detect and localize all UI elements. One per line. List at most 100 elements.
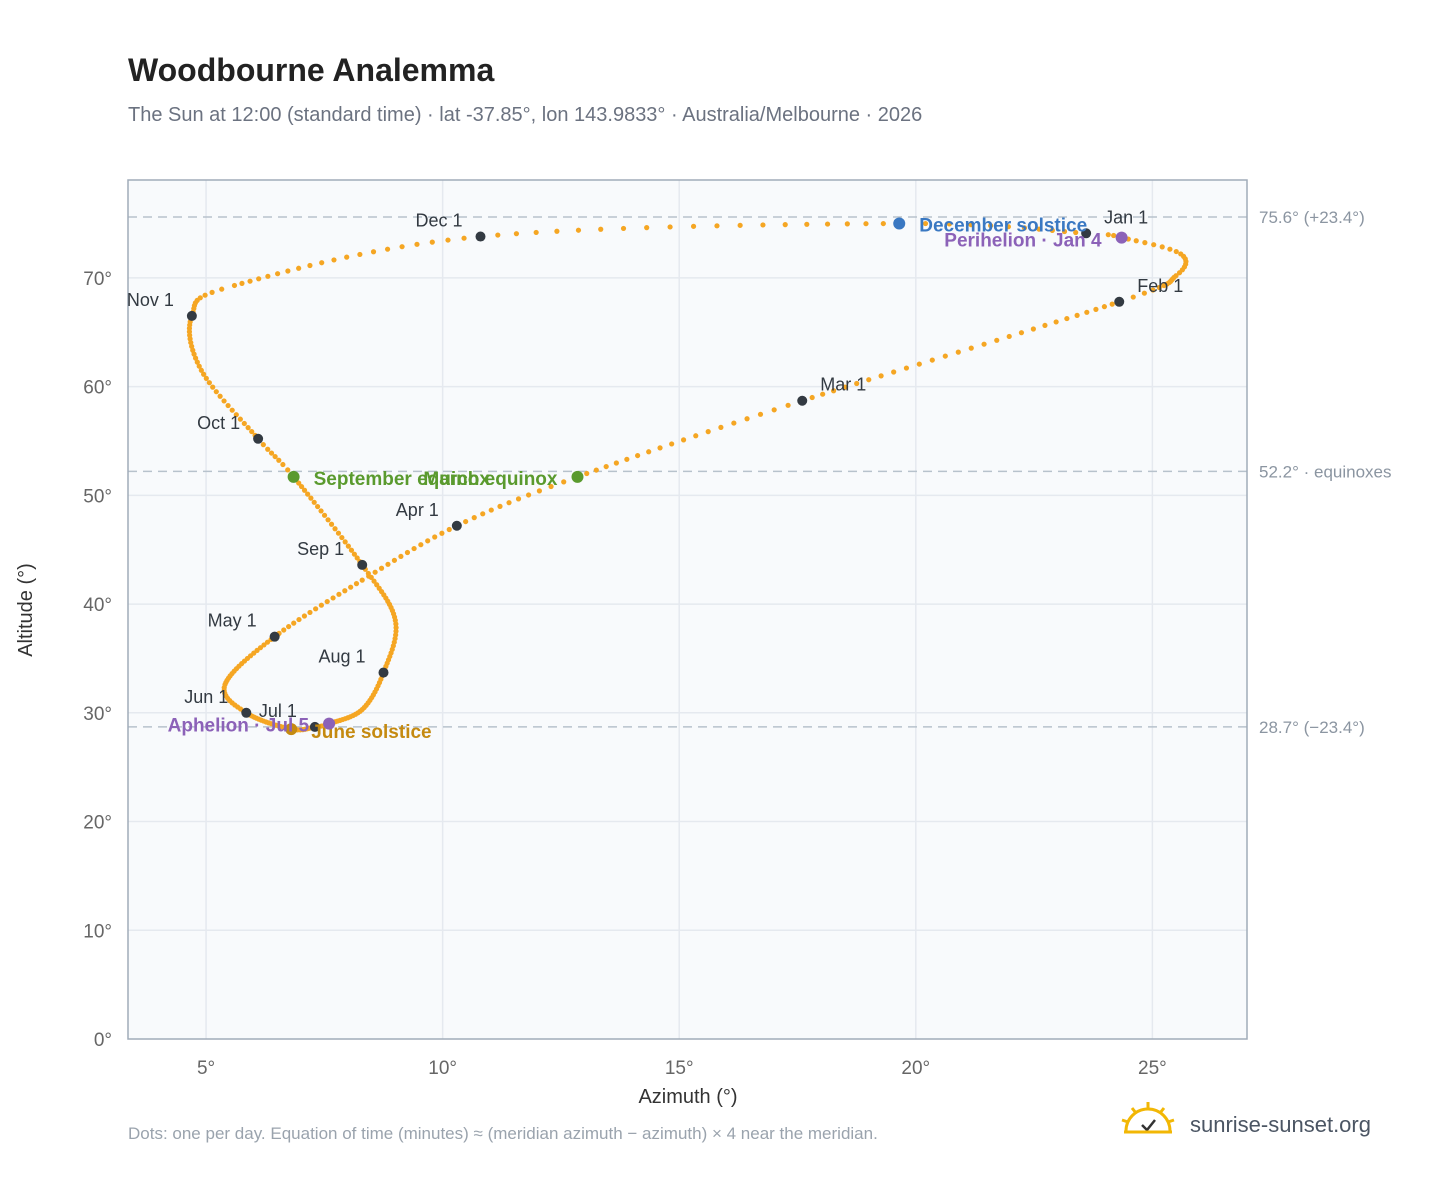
- month-label: Oct 1: [197, 413, 240, 433]
- daily-sun-dot: [281, 627, 287, 633]
- month-label: May 1: [208, 611, 257, 631]
- daily-sun-dot: [891, 369, 897, 375]
- daily-sun-dot: [353, 581, 360, 587]
- event-marker: [285, 723, 298, 736]
- daily-sun-dot: [371, 578, 377, 584]
- daily-sun-dot: [624, 456, 630, 462]
- daily-sun-dot: [561, 479, 567, 485]
- chart-subtitle: The Sun at 12:00 (standard time) · lat -…: [128, 104, 923, 126]
- daily-sun-dot: [903, 365, 910, 371]
- x-tick-label: 20°: [901, 1058, 930, 1079]
- x-tick-label: 5°: [197, 1058, 215, 1079]
- daily-sun-dot: [1130, 294, 1136, 300]
- event-marker: [287, 470, 300, 483]
- y-tick-label: 40°: [83, 595, 112, 616]
- daily-sun-dot: [311, 499, 317, 505]
- daily-sun-dot: [237, 416, 243, 422]
- daily-sun-dot: [480, 511, 486, 517]
- daily-sun-dot: [536, 488, 543, 494]
- daily-sun-dot: [265, 273, 271, 279]
- daily-sun-dot: [241, 420, 247, 427]
- daily-sun-dot: [737, 222, 743, 228]
- daily-sun-dot: [203, 375, 209, 381]
- daily-sun-dot: [209, 289, 215, 295]
- event-label: September equinox: [314, 469, 491, 490]
- daily-sun-dot: [785, 402, 791, 408]
- footnote: Dots: one per day. Equation of time (min…: [128, 1124, 878, 1143]
- daily-sun-dot: [824, 221, 831, 227]
- daily-sun-dot: [760, 222, 766, 228]
- daily-sun-dot: [196, 363, 202, 369]
- daily-sun-dot: [445, 237, 451, 243]
- daily-sun-dot: [714, 223, 720, 229]
- daily-sun-dot: [1111, 232, 1117, 239]
- daily-sun-dot: [357, 251, 363, 258]
- daily-sun-dot: [378, 565, 385, 571]
- daily-sun-dot: [319, 260, 325, 266]
- daily-sun-dot: [495, 232, 501, 238]
- daily-sun-dot: [1036, 226, 1042, 232]
- event-marker: [893, 217, 906, 230]
- daily-sun-dot: [308, 495, 314, 501]
- x-tick-label: 25°: [1138, 1058, 1167, 1079]
- month-label: Jul 1: [259, 701, 297, 721]
- daily-sun-dot: [1167, 246, 1173, 252]
- daily-sun-dot: [1073, 229, 1079, 236]
- daily-sun-dot: [820, 391, 826, 397]
- y-tick-label: 30°: [83, 704, 112, 725]
- month-label: Jan 1: [1104, 207, 1148, 227]
- month-marker: [1114, 296, 1125, 307]
- daily-sun-dot: [1151, 242, 1157, 248]
- daily-sun-dot: [488, 507, 494, 513]
- x-tick-label: 10°: [428, 1058, 457, 1079]
- daily-sun-dot: [305, 491, 311, 497]
- daily-sun-dot: [1018, 330, 1025, 336]
- y-tick-label: 10°: [83, 921, 112, 942]
- month-label: Aug 1: [318, 647, 365, 667]
- daily-sun-dot: [225, 402, 231, 409]
- daily-sun-dot: [321, 512, 328, 518]
- month-label: Dec 1: [415, 211, 462, 231]
- daily-sun-dot: [331, 257, 337, 263]
- daily-sun-dot: [318, 602, 324, 608]
- daily-sun-dot: [513, 231, 520, 237]
- daily-sun-dot: [221, 398, 227, 404]
- event-marker: [1115, 231, 1128, 244]
- daily-sun-dot: [471, 515, 477, 521]
- daily-sun-dot: [981, 341, 987, 347]
- daily-sun-dot: [866, 377, 872, 383]
- month-label: Nov 1: [127, 290, 174, 310]
- daily-sun-dot: [554, 228, 560, 234]
- event-label: December solstice: [919, 215, 1087, 236]
- daily-sun-dot: [324, 598, 330, 605]
- plot-background: [128, 180, 1247, 1039]
- daily-sun-dot: [1101, 304, 1108, 310]
- daily-sun-dot: [374, 582, 380, 588]
- brand[interactable]: sunrise-sunset.org: [1120, 1100, 1400, 1150]
- daily-sun-dot: [988, 222, 994, 229]
- daily-sun-dot: [286, 623, 292, 630]
- daily-sun-dot: [342, 588, 348, 594]
- daily-sun-dot: [1005, 224, 1011, 230]
- daily-sun-dot: [548, 483, 554, 490]
- daily-sun-dot: [296, 616, 302, 623]
- daily-sun-dot: [301, 487, 308, 493]
- daily-sun-dot: [994, 337, 1000, 343]
- daily-sun-dot: [1006, 333, 1012, 340]
- daily-sun-dot: [339, 534, 345, 541]
- month-marker: [253, 433, 264, 444]
- daily-sun-dot: [261, 642, 267, 648]
- daily-sun-dot: [916, 361, 922, 367]
- event-label: March equinox: [423, 469, 558, 490]
- daily-sun-dot: [705, 429, 711, 435]
- daily-sun-dot: [1173, 248, 1179, 255]
- daily-sun-dot: [526, 492, 532, 498]
- daily-sun-dot: [307, 262, 313, 269]
- reference-line-label: 75.6° (+23.4°): [1259, 208, 1365, 227]
- daily-sun-dot: [370, 249, 377, 255]
- daily-sun-dot: [1142, 240, 1148, 246]
- daily-sun-dot: [646, 449, 652, 455]
- daily-sun-dot: [439, 530, 445, 536]
- month-marker: [357, 559, 368, 570]
- month-label: Mar 1: [820, 375, 866, 395]
